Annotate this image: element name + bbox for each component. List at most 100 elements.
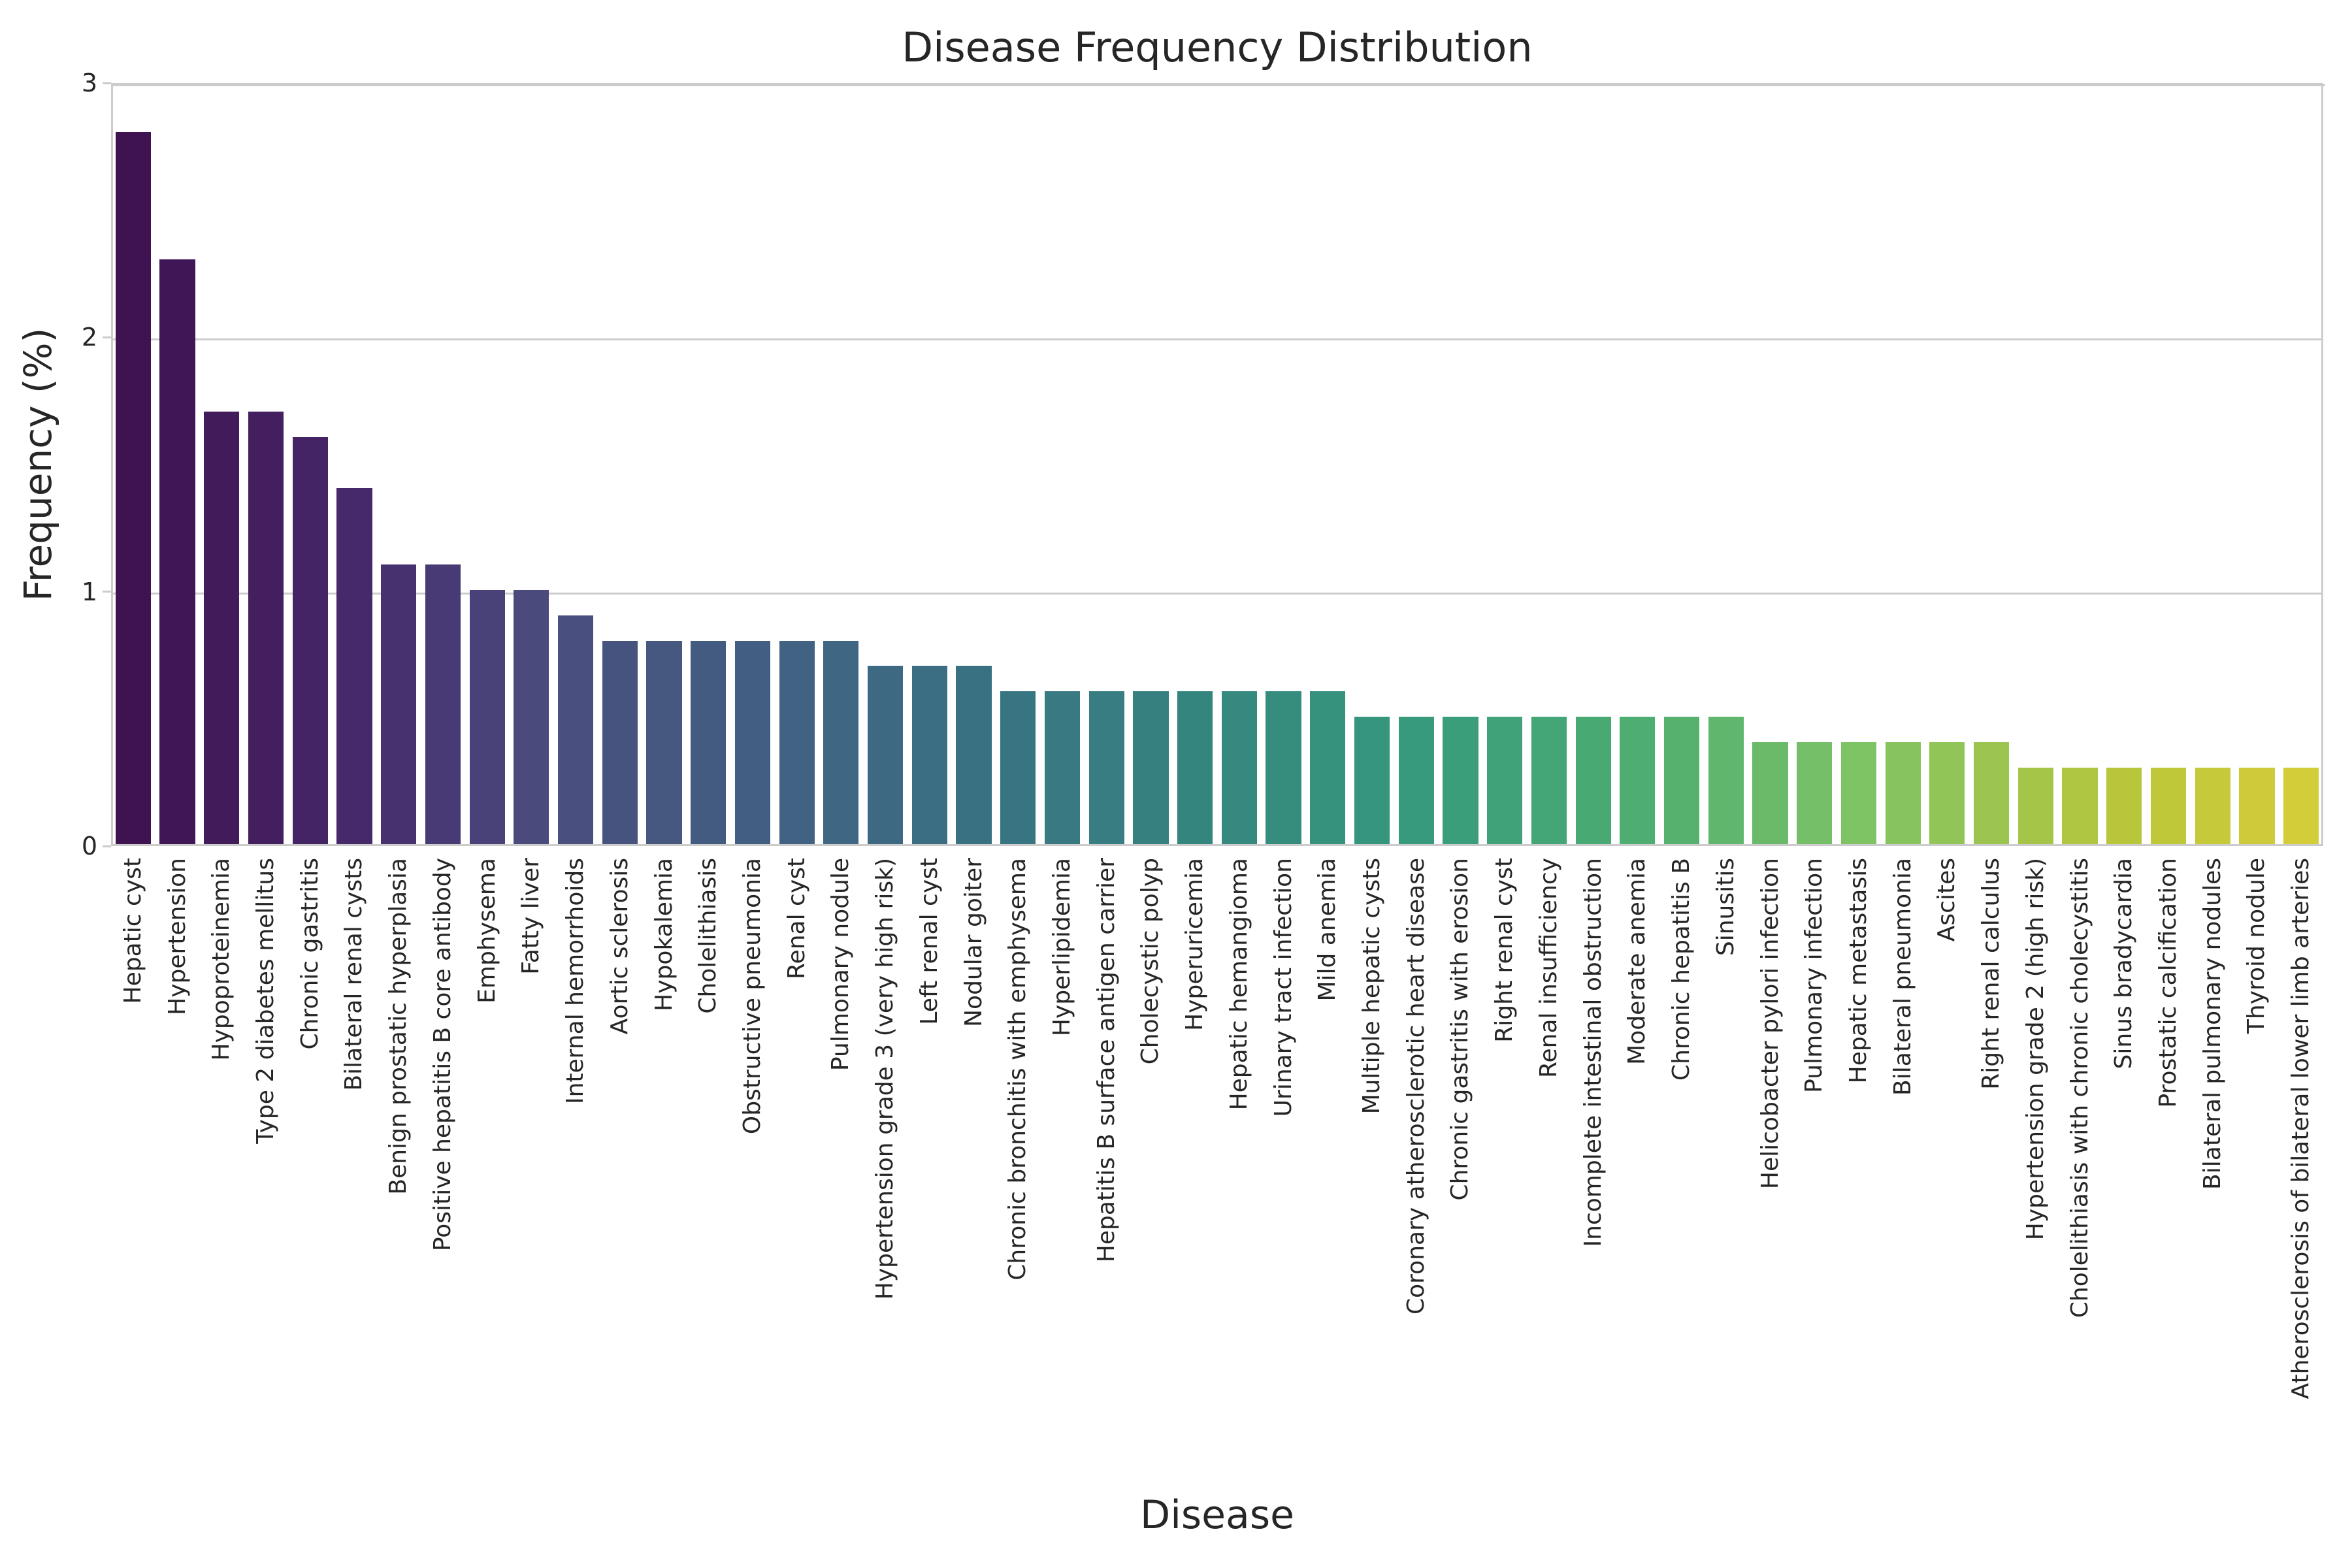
bar-1 <box>159 259 195 844</box>
bar-9 <box>514 589 549 844</box>
x-tick-label-text: Hypertension <box>163 858 191 1015</box>
x-tick-label-text: Positive hepatitis B core antibody <box>429 858 456 1252</box>
bar-22 <box>1088 691 1124 844</box>
bar-49 <box>2283 768 2319 844</box>
x-tick-label-text: Urinary tract infection <box>1269 858 1297 1117</box>
bar-36 <box>1708 717 1744 844</box>
bar-44 <box>2062 768 2098 844</box>
bar-20 <box>1000 691 1036 844</box>
x-tick-label-text: Hepatic hemangioma <box>1225 858 1252 1111</box>
bar-48 <box>2239 768 2275 844</box>
bar-3 <box>248 412 284 844</box>
y-tick-mark <box>103 82 111 84</box>
bar-19 <box>956 666 992 844</box>
x-tick-label-text: Hyperlipidemia <box>1048 858 1075 1037</box>
x-tick-label-text: Coronary atherosclerotic heart disease <box>1402 858 1429 1315</box>
x-tick-label-text: Fatty liver <box>517 858 545 975</box>
x-tick-label-text: Multiple hepatic cysts <box>1358 858 1386 1115</box>
bar-5 <box>336 487 372 844</box>
x-tick-label-text: Hypertension grade 2 (high risk) <box>2021 858 2049 1241</box>
bar-15 <box>779 640 815 844</box>
x-tick-label-text: Obstructive pneumonia <box>738 858 766 1135</box>
y-tick-label: 3 <box>81 69 97 97</box>
bar-21 <box>1044 691 1081 844</box>
bar-39 <box>1840 742 1877 844</box>
bar-18 <box>911 666 947 844</box>
bar-13 <box>691 640 727 844</box>
x-tick-label-text: Chronic gastritis <box>296 858 323 1050</box>
x-tick-label-text: Right renal calculus <box>1978 858 2005 1090</box>
x-tick-label-text: Bilateral pulmonary nodules <box>2198 858 2226 1190</box>
x-tick-label-text: Emphysema <box>473 858 500 1004</box>
gridline-y3 <box>113 84 2325 86</box>
bar-14 <box>734 640 771 844</box>
bar-10 <box>557 615 594 844</box>
bar-2 <box>204 412 240 844</box>
x-tick-label-text: Hypoproteinemia <box>208 858 235 1061</box>
x-tick-label-text: Renal cyst <box>783 858 810 979</box>
bar-6 <box>381 564 417 844</box>
bar-37 <box>1752 742 1788 844</box>
x-tick-label-text: Helicobacter pylori infection <box>1756 858 1784 1190</box>
y-tick-label: 2 <box>81 323 97 352</box>
bar-43 <box>2017 768 2053 844</box>
x-tick-label-text: Bilateral renal cysts <box>340 858 368 1091</box>
x-tick-label-text: Benign prostatic hyperplasia <box>385 858 412 1195</box>
x-tick-label-text: Hypertension grade 3 (very high risk) <box>872 858 899 1300</box>
y-tick-mark <box>103 591 111 593</box>
x-tick-label-text: Chronic hepatitis B <box>1668 858 1695 1081</box>
bar-17 <box>868 666 904 844</box>
bar-42 <box>1974 742 2010 844</box>
bar-30 <box>1443 717 1478 844</box>
x-tick-label-text: Prostatic calcification <box>2154 858 2181 1108</box>
x-tick-label-text: Right renal cyst <box>1491 858 1518 1043</box>
x-tick-label-text: Hepatic metastasis <box>1844 858 1872 1084</box>
bar-46 <box>2150 768 2187 844</box>
y-tick-mark <box>103 336 111 338</box>
y-tick-mark <box>103 845 111 847</box>
plot-area <box>111 83 2325 846</box>
x-tick-label-text: Type 2 diabetes mellitus <box>252 858 280 1144</box>
x-tick-label-text: Bilateral pneumonia <box>1889 858 1916 1096</box>
x-tick-label-text: Pulmonary nodule <box>827 858 855 1071</box>
x-tick-label-text: Moderate anemia <box>1624 858 1651 1065</box>
bar-47 <box>2195 768 2230 844</box>
bar-40 <box>1885 742 1921 844</box>
x-tick-label-text: Hypokalemia <box>650 858 678 1011</box>
x-tick-label-text: Sinusitis <box>1712 858 1739 956</box>
bar-0 <box>115 131 151 844</box>
chart-title: Disease Frequency Distribution <box>902 24 1533 71</box>
bar-12 <box>646 640 682 844</box>
gridline-y1 <box>111 593 2323 595</box>
bar-38 <box>1797 742 1833 844</box>
x-tick-label-text: Nodular goiter <box>960 858 987 1027</box>
x-tick-label-text: Renal insufficiency <box>1535 858 1562 1078</box>
x-tick-label-text: Hyperuricemia <box>1181 858 1209 1031</box>
x-tick-label-text: Incomplete intestinal obstruction <box>1579 858 1607 1247</box>
x-tick-label-text: Aortic sclerosis <box>606 858 633 1035</box>
x-tick-label-text: Hepatic cyst <box>119 858 146 1004</box>
bar-31 <box>1487 717 1523 844</box>
bar-7 <box>425 564 461 844</box>
bar-33 <box>1575 717 1611 844</box>
gridline-y2 <box>111 338 2323 340</box>
bar-4 <box>292 437 328 844</box>
x-tick-label-text: Chronic bronchitis with emphysema <box>1004 858 1032 1281</box>
x-axis-label: Disease <box>1140 1492 1294 1538</box>
x-tick-label-text: Hepatitis B surface antigen carrier <box>1092 858 1120 1263</box>
bar-28 <box>1354 717 1390 844</box>
x-tick-label-text: Cholelithiasis <box>694 858 722 1014</box>
x-tick-label-text: Atherosclerosis of bilateral lower limb … <box>2287 858 2315 1399</box>
y-axis-label-text: Frequency (%) <box>16 327 60 602</box>
x-tick-label-text: Left renal cyst <box>915 858 943 1025</box>
bar-34 <box>1620 717 1656 844</box>
x-tick-label-text: Mild anemia <box>1314 858 1341 1002</box>
bar-25 <box>1221 691 1257 844</box>
x-tick-label-text: Ascites <box>1933 858 1961 942</box>
x-tick-label-text: Internal hemorrhoids <box>562 858 589 1105</box>
x-tick-label-text: Sinus bradycardia <box>2110 858 2138 1070</box>
bar-35 <box>1663 717 1700 844</box>
y-tick-label: 0 <box>81 832 97 860</box>
bar-23 <box>1133 691 1169 844</box>
